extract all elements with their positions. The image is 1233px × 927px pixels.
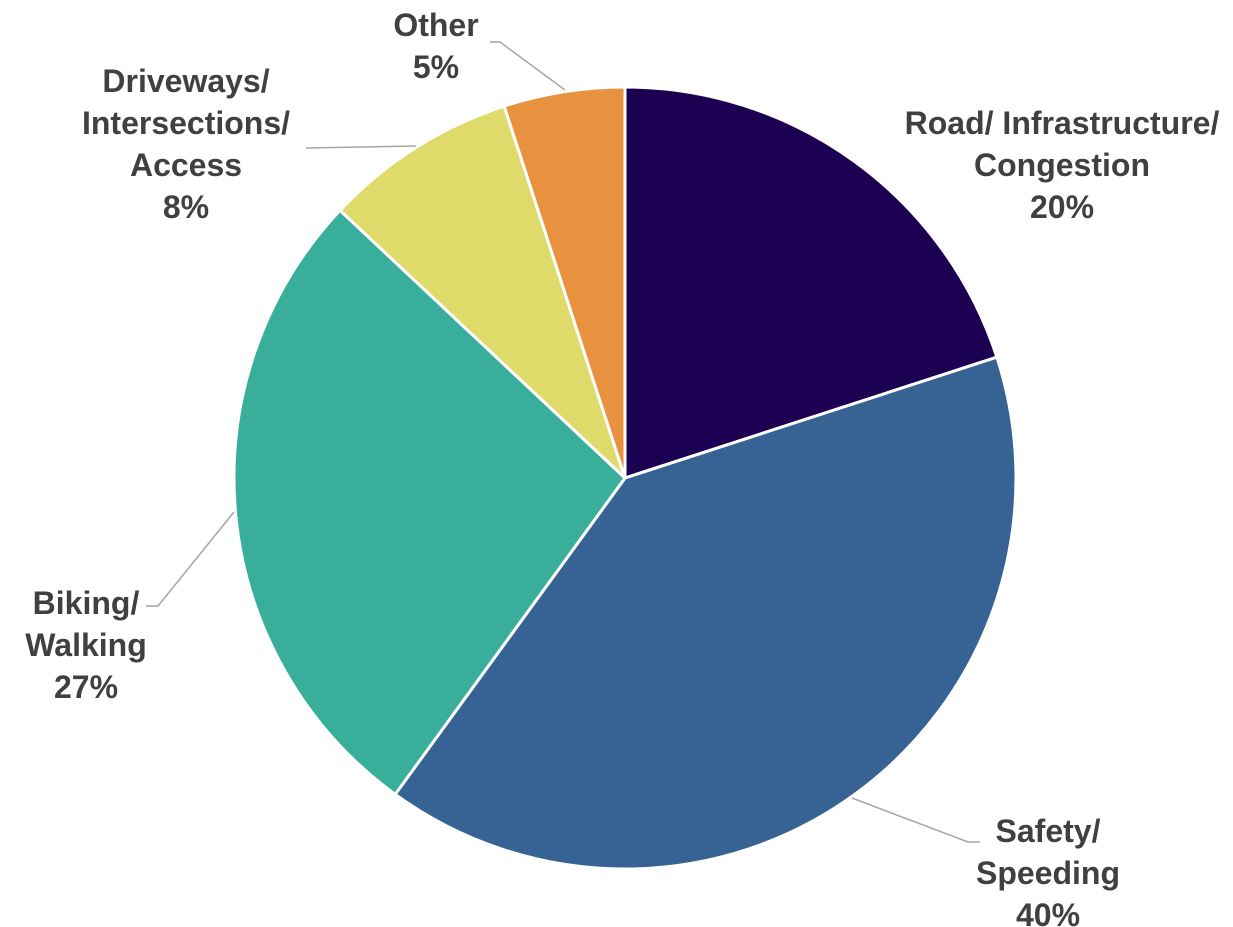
slice-category-label: Safety/ (996, 813, 1101, 849)
leader-line-safety (851, 797, 980, 843)
slice-category-label: Intersections/ (82, 105, 290, 141)
leader-line-driveways (305, 145, 417, 149)
leader-line-other (490, 41, 566, 91)
slice-label-other: Other 5% (393, 7, 478, 85)
pie-slice-road (623, 85, 999, 480)
slice-category-label: Other (393, 7, 478, 43)
slice-category-label: Walking (25, 627, 146, 663)
pie-slice-safety (393, 355, 1018, 871)
slice-category-label: Access (130, 147, 242, 183)
slice-label-driveways: Driveways/Intersections/Access 8% (82, 63, 290, 225)
slice-label-biking: Biking/Walking 27% (25, 585, 146, 705)
pie-slice-driveways (338, 104, 627, 480)
pie-slice-other (502, 85, 627, 480)
pie-slices (232, 85, 1018, 871)
slice-labels: Road/ Infrastructure/Congestion 20% Safety… (25, 7, 1219, 927)
slice-value-label: 8% (163, 189, 209, 225)
slice-value-label: 27% (54, 669, 118, 705)
leader-line-biking (146, 511, 235, 607)
slice-category-label: Speeding (976, 855, 1120, 891)
slice-category-label: Biking/ (33, 585, 140, 621)
slice-category-label: Road/ Infrastructure/ (905, 105, 1220, 141)
leader-lines (146, 41, 980, 843)
slice-category-label: Driveways/ (102, 63, 269, 99)
pie-slice-biking (232, 208, 627, 796)
slice-value-label: 20% (1030, 189, 1094, 225)
slice-category-label: Congestion (974, 147, 1150, 183)
slice-label-safety: Safety/Speeding 40% (976, 813, 1120, 927)
slice-value-label: 5% (413, 49, 459, 85)
slice-label-road: Road/ Infrastructure/Congestion 20% (905, 105, 1220, 225)
slice-value-label: 40% (1016, 897, 1080, 927)
